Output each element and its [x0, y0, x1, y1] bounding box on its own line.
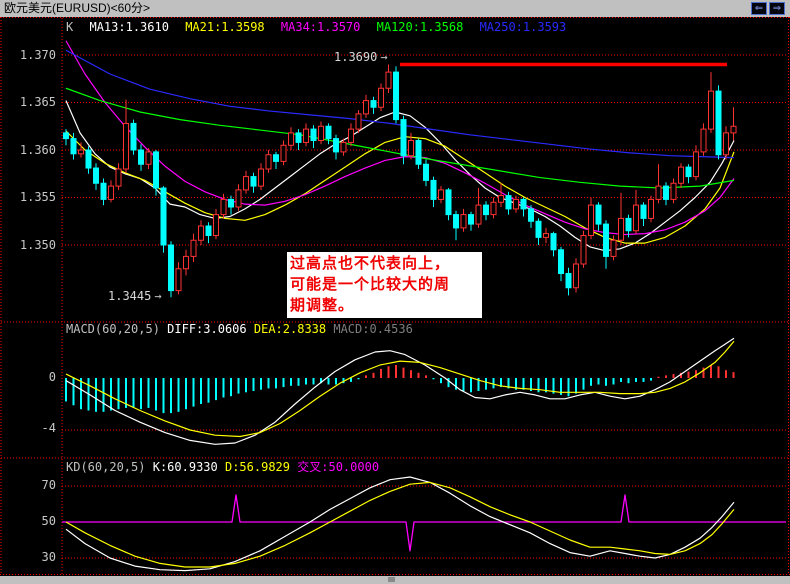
macd-params: MACD(60,20,5)	[66, 322, 160, 336]
kd-axis-50: 50	[41, 514, 56, 528]
resize-grip-icon	[388, 577, 395, 582]
ma-legend: K MA13:1.3610 MA21:1.3598 MA34:1.3570 MA…	[66, 21, 575, 33]
legend-ma21: MA21:1.3598	[185, 20, 265, 34]
low-annotation: 1.3445 →	[108, 290, 162, 302]
kd-axis-70: 70	[41, 478, 56, 492]
kd-params: KD(60,20,5)	[66, 460, 146, 474]
price-label-1355: 1.355	[19, 190, 56, 204]
high-annotation: 1.3690 →	[334, 51, 388, 63]
legend-ma13: MA13:1.3610	[89, 20, 169, 34]
note-line: 过高点也不代表向上，	[290, 255, 451, 272]
low-price-label: 1.3445	[108, 289, 152, 303]
price-label-1350: 1.350	[19, 238, 56, 252]
window-title: 欧元美元(EURUSD)<60分>	[4, 1, 151, 15]
macd-dea-label: DEA:2.8338	[253, 322, 327, 336]
right-arrow-icon: →	[380, 50, 388, 64]
kd-legend: KD(60,20,5) K:60.9330 D:56.9829 交叉:50.00…	[66, 461, 379, 473]
right-arrow-icon: →	[154, 289, 162, 303]
next-page-button[interactable]: ⇒	[769, 2, 785, 15]
legend-ma34: MA34:1.3570	[280, 20, 361, 34]
price-label-1365: 1.365	[19, 95, 56, 109]
prev-page-button[interactable]: ⇐	[751, 2, 767, 15]
macd-legend: MACD(60,20,5) DIFF:3.0606 DEA:2.8338 MAC…	[66, 323, 413, 335]
macd-value-label: MACD:0.4536	[333, 322, 413, 336]
legend-k: K	[66, 20, 74, 34]
legend-ma120: MA120:1.3568	[376, 20, 464, 34]
kd-d-label: D:56.9829	[224, 460, 291, 474]
macd-axis-0: 0	[48, 370, 56, 384]
kd-cross-label: 交叉:50.0000	[297, 460, 380, 474]
kd-axis-30: 30	[41, 550, 56, 564]
bottom-resize-bar[interactable]	[0, 576, 790, 584]
price-label-1360: 1.360	[19, 143, 56, 157]
macd-diff-label: DIFF:3.0606	[167, 322, 247, 336]
price-label-1370: 1.370	[19, 48, 56, 62]
title-bar[interactable]: 欧元美元(EURUSD)<60分> ⇐ ⇒	[0, 0, 790, 17]
legend-ma250: MA250:1.3593	[479, 20, 567, 34]
right-arrow-icon: ⇒	[772, 3, 782, 14]
page-nav: ⇐ ⇒	[751, 2, 785, 15]
kd-k-label: K:60.9330	[152, 460, 218, 474]
note-line: 可能是一个比较大的周	[290, 276, 451, 293]
commentary-note: 过高点也不代表向上， 可能是一个比较大的周 期调整。	[287, 252, 482, 318]
note-line: 期调整。	[290, 297, 355, 314]
macd-axis-m4: -4	[41, 421, 56, 435]
high-price-label: 1.3690	[334, 50, 378, 64]
left-arrow-icon: ⇐	[754, 3, 764, 14]
